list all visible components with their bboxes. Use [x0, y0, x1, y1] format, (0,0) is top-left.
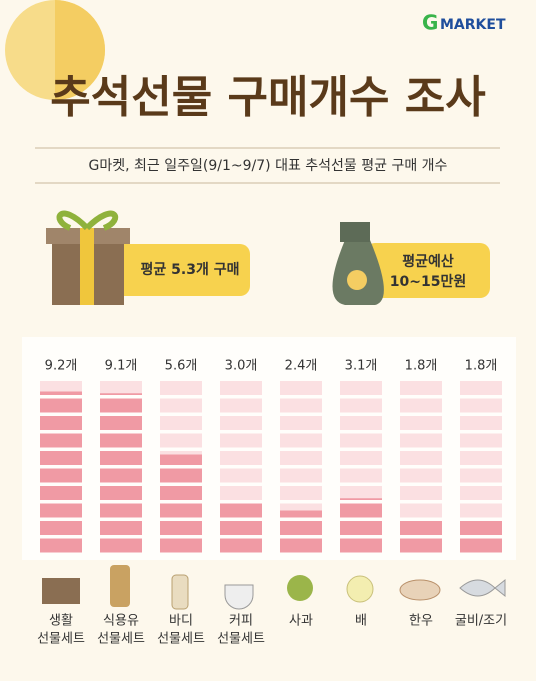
block-bg: [160, 381, 202, 395]
block-bg: [340, 416, 382, 430]
value-label: 3.1개: [345, 359, 378, 374]
block-bg: [460, 503, 502, 518]
block-bg: [400, 503, 442, 518]
block-bg: [220, 398, 262, 413]
block-bg: [340, 468, 382, 483]
category-label: 한우: [409, 614, 433, 629]
icon-pear: [346, 575, 374, 603]
block-bg: [460, 398, 502, 413]
block-bg: [280, 416, 322, 430]
bar: [100, 393, 142, 553]
bar: [400, 521, 442, 553]
icon-coffee: [224, 584, 254, 610]
value-label: 5.6개: [165, 359, 198, 374]
callout-pill: [95, 244, 250, 296]
subtitle: G마켓, 최근 일주일(9/1~9/7) 대표 추석선물 평균 구매 개수: [89, 158, 448, 174]
block-bg: [220, 433, 262, 448]
bar: [280, 510, 322, 553]
bar: [460, 521, 502, 553]
bar: [220, 500, 262, 553]
callout-gift: 평균 5.3개 구매: [141, 261, 240, 278]
block-bg: [100, 381, 142, 395]
callout-pill: [365, 243, 490, 298]
block-bg: [340, 451, 382, 465]
block-bg: [400, 486, 442, 500]
block-bg: [220, 451, 262, 465]
block-bg: [340, 486, 382, 500]
icon-beef: [399, 579, 441, 601]
bar: [160, 454, 202, 553]
callout-budget: 10~15만원: [390, 274, 466, 290]
category-label: 굴비/조기: [455, 614, 507, 629]
block-bg: [400, 468, 442, 483]
block-bg: [400, 451, 442, 465]
block-bg: [280, 381, 322, 395]
block-bg: [460, 433, 502, 448]
block-bg: [340, 433, 382, 448]
category-label: 커피: [229, 614, 253, 629]
icons: [42, 565, 506, 610]
block-bg: [400, 398, 442, 413]
block-bg: [400, 433, 442, 448]
icon-oil: [110, 565, 130, 607]
gift-ribbon: [80, 228, 94, 305]
block-bg: [400, 381, 442, 395]
value-label: 3.0개: [225, 359, 258, 374]
block-bg: [220, 468, 262, 483]
category-label: 바디: [169, 614, 193, 629]
block-bg: [220, 416, 262, 430]
moon-half: [55, 0, 105, 100]
title: 추석선물 구매개수 조사: [50, 72, 485, 123]
category-label: 선물세트: [97, 632, 145, 647]
block-bg: [280, 486, 322, 500]
block-bg: [280, 468, 322, 483]
block-bg: [280, 433, 322, 448]
bar: [40, 391, 82, 553]
block-bg: [460, 486, 502, 500]
value-label: 9.1개: [105, 359, 138, 374]
category-label: 생활: [49, 614, 73, 629]
logo-g: G: [422, 11, 438, 35]
category-label: 사과: [289, 614, 313, 629]
bar: [340, 498, 382, 553]
block-bg: [220, 486, 262, 500]
block-bg: [220, 381, 262, 395]
category-label: 식용유: [103, 614, 139, 629]
block-bg: [160, 416, 202, 430]
block-bg: [280, 398, 322, 413]
category-label: 선물세트: [157, 632, 205, 647]
block-bg: [340, 398, 382, 413]
callout-budget: 평균예산: [402, 253, 454, 270]
block-bg: [340, 381, 382, 395]
gift-bow: [56, 210, 119, 231]
value-label: 9.2개: [45, 359, 78, 374]
icon-gift: [42, 578, 80, 604]
value-label: 1.8개: [405, 359, 438, 374]
category-label: 선물세트: [37, 632, 85, 647]
block-bg: [160, 398, 202, 413]
block-bg: [460, 468, 502, 483]
category-label: 배: [355, 614, 367, 629]
block-bg: [460, 381, 502, 395]
icon-body: [171, 574, 189, 610]
icon-apple: [287, 575, 313, 601]
category-label: 선물세트: [217, 632, 265, 647]
money-bag-top: [340, 222, 370, 242]
block-bg: [160, 433, 202, 448]
block-bg: [460, 416, 502, 430]
block-bg: [400, 416, 442, 430]
value-label: 1.8개: [465, 359, 498, 374]
logo-text: MARKET: [440, 17, 506, 33]
block-bg: [460, 451, 502, 465]
coin: [347, 270, 367, 290]
value-label: 2.4개: [285, 359, 318, 374]
icon-fish: [459, 578, 506, 598]
block-bg: [280, 451, 322, 465]
